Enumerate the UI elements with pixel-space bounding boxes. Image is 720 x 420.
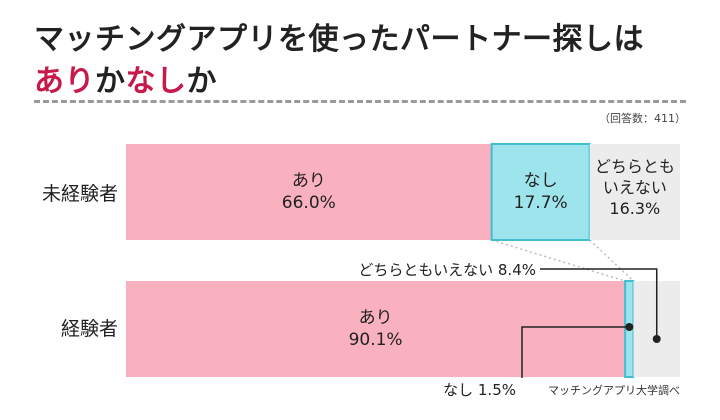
source-credit: マッチングアプリ大学調べ <box>548 384 680 397</box>
category-label-inexperienced: 未経験者 <box>42 183 118 205</box>
data-label-inexperienced-no-name: なし <box>524 171 558 191</box>
callout-label-experienced-no: なし 1.5% <box>443 381 516 399</box>
data-label-inexperienced-neither-line-2: いえない <box>603 178 667 197</box>
title-divider <box>34 100 686 103</box>
connector-dotted-right <box>589 239 634 282</box>
connector-dotted-left <box>491 239 626 282</box>
callout-label-experienced-neither: どちらともいえない 8.4% <box>358 261 536 279</box>
bar-inexperienced-no <box>490 143 591 241</box>
title-connector-2: か <box>186 64 217 99</box>
data-label-inexperienced-yes-name: あり <box>292 171 326 191</box>
bar-experienced-yes <box>126 281 626 377</box>
title-accent-yes: あり <box>34 64 95 99</box>
data-label-inexperienced-yes-value: 66.0% <box>282 193 336 213</box>
callout-line-experienced-neither <box>540 268 658 339</box>
callout-line-experienced-no <box>521 326 630 378</box>
chart-title-line-1: マッチングアプリを使ったパートナー探しは <box>34 22 644 57</box>
title-connector-1: か <box>95 64 126 99</box>
data-label-inexperienced-neither-value: 16.3% <box>609 199 660 218</box>
data-label-inexperienced-neither-line-1: どちらとも <box>595 157 675 176</box>
bar-inexperienced-yes <box>126 144 492 240</box>
data-label-experienced-yes-value: 90.1% <box>349 330 403 350</box>
chart-title-line-2: ありかなしか <box>34 56 217 100</box>
bar-inexperienced-neither <box>589 144 680 240</box>
data-label-inexperienced-no-value: 17.7% <box>514 193 568 213</box>
title-accent-no: なし <box>125 64 187 99</box>
respondent-count-note: （回答数：411） <box>599 112 686 125</box>
category-label-experienced: 経験者 <box>61 318 118 340</box>
callout-dot-experienced-neither <box>652 335 661 343</box>
callout-dot-experienced-no <box>625 323 634 331</box>
data-label-experienced-yes-name: あり <box>359 308 393 328</box>
